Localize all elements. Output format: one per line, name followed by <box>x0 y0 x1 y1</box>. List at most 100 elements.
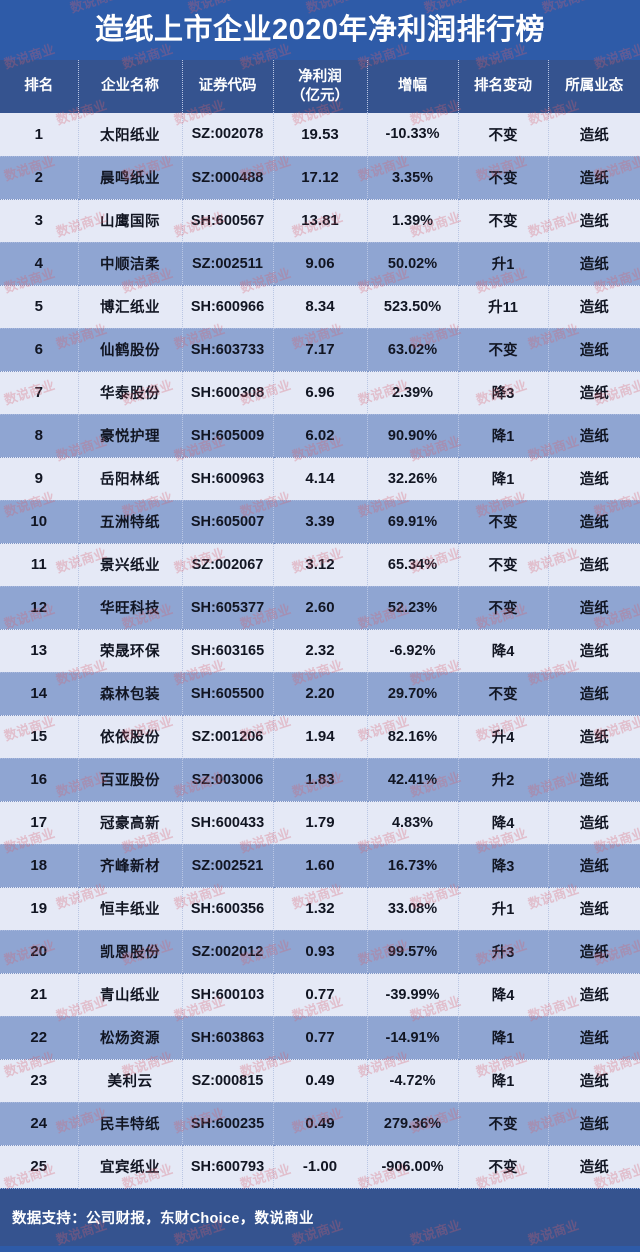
cell-move: 升1 <box>458 887 549 931</box>
column-header-growth: 增幅 <box>367 60 459 113</box>
cell-profit: 1.60 <box>273 844 368 888</box>
cell-sector: 造纸 <box>548 457 640 501</box>
cell-sector: 造纸 <box>548 414 640 458</box>
cell-profit: 13.81 <box>273 199 368 243</box>
cell-name: 恒丰纸业 <box>78 887 183 931</box>
cell-code: SZ:002511 <box>182 242 274 286</box>
table-row: 7 华泰股份 SH:600308 6.96 2.39% 降3 造纸 <box>0 371 640 415</box>
cell-rank: 25 <box>0 1145 79 1189</box>
cell-rank: 6 <box>0 328 79 372</box>
cell-profit: 1.83 <box>273 758 368 802</box>
cell-code: SH:603863 <box>182 1016 274 1060</box>
cell-sector: 造纸 <box>548 1102 640 1146</box>
cell-profit: 0.49 <box>273 1059 368 1103</box>
cell-rank: 10 <box>0 500 79 544</box>
cell-growth: 65.34% <box>367 543 459 587</box>
cell-name: 岳阳林纸 <box>78 457 183 501</box>
table-row: 19 恒丰纸业 SH:600356 1.32 33.08% 升1 造纸 <box>0 887 640 931</box>
cell-growth: -6.92% <box>367 629 459 673</box>
table-row: 15 依依股份 SZ:001206 1.94 82.16% 升4 造纸 <box>0 715 640 759</box>
column-header-name: 企业名称 <box>78 60 183 113</box>
cell-code: SZ:000488 <box>182 156 274 200</box>
cell-profit: 7.17 <box>273 328 368 372</box>
cell-rank: 5 <box>0 285 79 329</box>
cell-name: 青山纸业 <box>78 973 183 1017</box>
cell-growth: 29.70% <box>367 672 459 716</box>
cell-profit: 1.79 <box>273 801 368 845</box>
cell-profit: 0.49 <box>273 1102 368 1146</box>
cell-rank: 14 <box>0 672 79 716</box>
cell-code: SH:605377 <box>182 586 274 630</box>
cell-growth: 33.08% <box>367 887 459 931</box>
data-source-note: 数据支持：公司财报，东财Choice，数说商业 <box>12 1210 314 1227</box>
cell-profit: 2.20 <box>273 672 368 716</box>
cell-sector: 造纸 <box>548 242 640 286</box>
cell-growth: 99.57% <box>367 930 459 974</box>
table-row: 5 博汇纸业 SH:600966 8.34 523.50% 升11 造纸 <box>0 285 640 329</box>
cell-move: 降4 <box>458 973 549 1017</box>
cell-move: 降3 <box>458 371 549 415</box>
table-row: 2 晨鸣纸业 SZ:000488 17.12 3.35% 不变 造纸 <box>0 156 640 200</box>
cell-move: 降1 <box>458 414 549 458</box>
cell-profit: 0.93 <box>273 930 368 974</box>
cell-growth: -906.00% <box>367 1145 459 1189</box>
cell-profit: 19.53 <box>273 113 368 157</box>
cell-code: SH:600433 <box>182 801 274 845</box>
table-row: 18 齐峰新材 SZ:002521 1.60 16.73% 降3 造纸 <box>0 844 640 888</box>
cell-move: 降3 <box>458 844 549 888</box>
cell-sector: 造纸 <box>548 629 640 673</box>
cell-profit: 2.60 <box>273 586 368 630</box>
cell-growth: 69.91% <box>367 500 459 544</box>
cell-code: SH:603733 <box>182 328 274 372</box>
cell-sector: 造纸 <box>548 1016 640 1060</box>
table-row: 9 岳阳林纸 SH:600963 4.14 32.26% 降1 造纸 <box>0 457 640 501</box>
cell-rank: 21 <box>0 973 79 1017</box>
cell-rank: 3 <box>0 199 79 243</box>
cell-name: 百亚股份 <box>78 758 183 802</box>
cell-code: SH:600793 <box>182 1145 274 1189</box>
table-row: 11 景兴纸业 SZ:002067 3.12 65.34% 不变 造纸 <box>0 543 640 587</box>
cell-code: SZ:002012 <box>182 930 274 974</box>
cell-name: 依依股份 <box>78 715 183 759</box>
cell-move: 不变 <box>458 113 549 157</box>
cell-growth: 279.36% <box>367 1102 459 1146</box>
cell-name: 景兴纸业 <box>78 543 183 587</box>
cell-move: 降4 <box>458 629 549 673</box>
cell-code: SZ:002067 <box>182 543 274 587</box>
footer-bar: 数据支持：公司财报，东财Choice，数说商业 <box>0 1188 640 1246</box>
cell-sector: 造纸 <box>548 801 640 845</box>
cell-rank: 13 <box>0 629 79 673</box>
cell-code: SZ:003006 <box>182 758 274 802</box>
cell-code: SZ:000815 <box>182 1059 274 1103</box>
cell-name: 中顺洁柔 <box>78 242 183 286</box>
header-label-profit: 净利润 <box>298 69 342 86</box>
cell-profit: 2.32 <box>273 629 368 673</box>
cell-growth: 16.73% <box>367 844 459 888</box>
cell-profit: -1.00 <box>273 1145 368 1189</box>
header-label-profit-unit: （亿元） <box>291 87 349 104</box>
cell-rank: 19 <box>0 887 79 931</box>
cell-sector: 造纸 <box>548 586 640 630</box>
cell-growth: 42.41% <box>367 758 459 802</box>
cell-name: 五洲特纸 <box>78 500 183 544</box>
header-label-growth: 增幅 <box>398 78 427 95</box>
cell-name: 冠豪高新 <box>78 801 183 845</box>
header-label-move: 排名变动 <box>474 78 532 95</box>
table-row: 20 凯恩股份 SZ:002012 0.93 99.57% 升3 造纸 <box>0 930 640 974</box>
cell-move: 不变 <box>458 1145 549 1189</box>
cell-move: 降4 <box>458 801 549 845</box>
cell-move: 升3 <box>458 930 549 974</box>
cell-rank: 8 <box>0 414 79 458</box>
cell-name: 齐峰新材 <box>78 844 183 888</box>
cell-sector: 造纸 <box>548 973 640 1017</box>
cell-name: 宜宾纸业 <box>78 1145 183 1189</box>
cell-name: 晨鸣纸业 <box>78 156 183 200</box>
cell-move: 不变 <box>458 328 549 372</box>
cell-code: SZ:001206 <box>182 715 274 759</box>
cell-code: SH:600356 <box>182 887 274 931</box>
cell-code: SH:603165 <box>182 629 274 673</box>
cell-profit: 0.77 <box>273 1016 368 1060</box>
cell-move: 升11 <box>458 285 549 329</box>
cell-name: 凯恩股份 <box>78 930 183 974</box>
